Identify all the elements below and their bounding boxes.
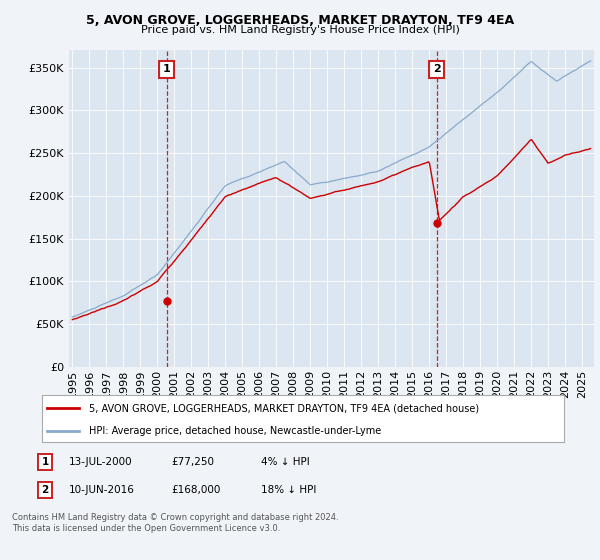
Text: 13-JUL-2000: 13-JUL-2000 [69,457,133,467]
Text: Price paid vs. HM Land Registry's House Price Index (HPI): Price paid vs. HM Land Registry's House … [140,25,460,35]
Text: HPI: Average price, detached house, Newcastle-under-Lyme: HPI: Average price, detached house, Newc… [89,426,381,436]
Text: This data is licensed under the Open Government Licence v3.0.: This data is licensed under the Open Gov… [12,524,280,533]
Text: 5, AVON GROVE, LOGGERHEADS, MARKET DRAYTON, TF9 4EA (detached house): 5, AVON GROVE, LOGGERHEADS, MARKET DRAYT… [89,403,479,413]
Text: 18% ↓ HPI: 18% ↓ HPI [261,485,316,495]
Text: 2: 2 [41,485,49,495]
Text: £77,250: £77,250 [171,457,214,467]
Text: 1: 1 [41,457,49,467]
Text: 5, AVON GROVE, LOGGERHEADS, MARKET DRAYTON, TF9 4EA: 5, AVON GROVE, LOGGERHEADS, MARKET DRAYT… [86,14,514,27]
Text: Contains HM Land Registry data © Crown copyright and database right 2024.: Contains HM Land Registry data © Crown c… [12,513,338,522]
Text: 10-JUN-2016: 10-JUN-2016 [69,485,135,495]
Text: 1: 1 [163,64,170,74]
Text: 4% ↓ HPI: 4% ↓ HPI [261,457,310,467]
Text: 2: 2 [433,64,440,74]
Text: £168,000: £168,000 [171,485,220,495]
